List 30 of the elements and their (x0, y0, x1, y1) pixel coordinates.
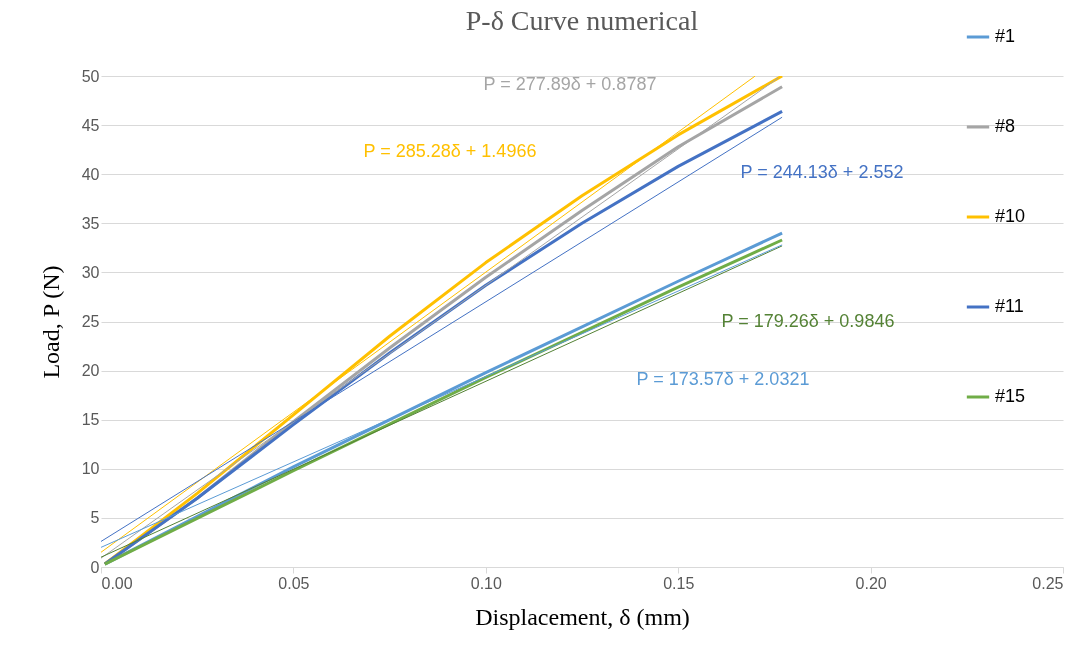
legend-label: #1 (995, 26, 1016, 46)
x-tick-label: 0.15 (663, 574, 695, 592)
y-tick-label: 45 (81, 116, 100, 134)
y-tick-label: 30 (81, 263, 100, 281)
annotation: P = 173.57δ + 2.0321 (636, 369, 810, 389)
annotation: P = 179.26δ + 0.9846 (721, 311, 895, 331)
legend-label: #11 (995, 296, 1024, 316)
x-tick-label: 0.25 (1032, 574, 1064, 592)
legend-label: #10 (995, 206, 1026, 226)
chart-title: P-δ Curve numerical (465, 5, 699, 36)
x-axis-title: Displacement, δ (mm) (475, 603, 690, 630)
y-axis-title: Load, P (N) (37, 265, 64, 379)
y-tick-label: 35 (81, 214, 100, 232)
x-tick-label: 0.10 (470, 574, 502, 592)
y-tick-label: 5 (90, 509, 100, 527)
y-tick-label: 15 (81, 411, 100, 429)
annotation: P = 244.13δ + 2.552 (740, 162, 904, 182)
y-tick-label: 0 (90, 558, 100, 576)
legend-label: #8 (995, 116, 1016, 136)
y-tick-label: 10 (81, 460, 100, 478)
x-tick-label: 0.20 (855, 574, 887, 592)
y-tick-label: 25 (81, 313, 100, 330)
x-tick-label: 0.00 (101, 574, 133, 592)
y-tick-label: 20 (81, 362, 100, 380)
y-tick-label: 40 (81, 165, 100, 183)
x-tick-label: 0.05 (278, 574, 310, 592)
y-tick-label: 50 (81, 67, 100, 85)
legend-label: #15 (995, 386, 1026, 406)
annotation: P = 277.89δ + 0.8787 (483, 74, 657, 94)
annotation: P = 285.28δ + 1.4966 (363, 141, 537, 161)
